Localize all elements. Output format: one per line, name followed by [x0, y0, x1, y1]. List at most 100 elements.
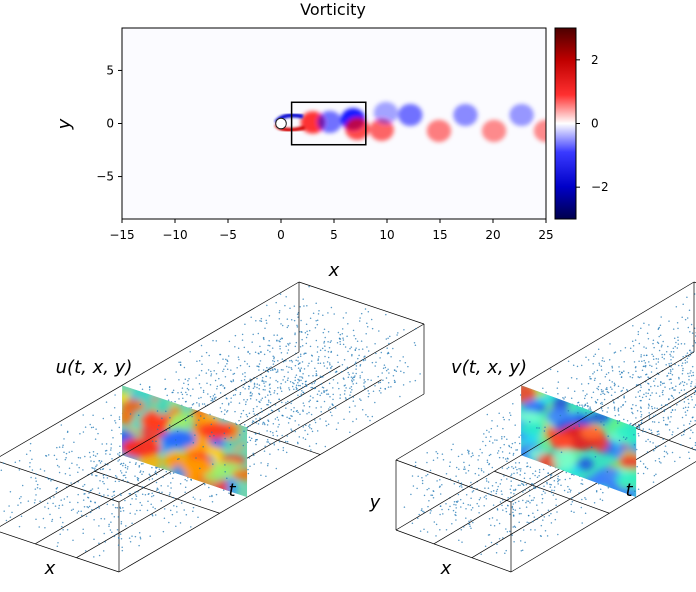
scatter-point — [102, 474, 105, 477]
scatter-point — [645, 440, 647, 442]
scatter-point — [286, 435, 289, 437]
scatter-point — [652, 339, 655, 342]
scatter-point — [641, 396, 644, 399]
scatter-point — [267, 349, 269, 352]
scatter-point — [126, 480, 129, 483]
scatter-point — [215, 396, 217, 398]
scatter-point — [613, 352, 616, 354]
scatter-point — [308, 329, 311, 332]
scatter-point — [501, 436, 503, 438]
scatter-point — [600, 365, 603, 368]
x-axis-ticks: −15 −10 −5 0 5 10 15 20 25 — [109, 219, 554, 242]
scatter-point — [252, 420, 255, 423]
scatter-point — [72, 508, 74, 510]
scatter-point — [441, 508, 443, 511]
scatter-point — [556, 387, 559, 389]
scatter-point — [314, 327, 317, 329]
scatter-point — [652, 481, 655, 483]
scatter-point — [512, 514, 515, 516]
scatter-point — [367, 390, 369, 392]
x-axis-label: x — [328, 260, 340, 281]
scatter-point — [243, 346, 246, 349]
scatter-point — [465, 494, 468, 496]
scatter-point — [598, 362, 600, 364]
scatter-point — [178, 398, 180, 400]
scatter-point — [84, 550, 87, 552]
scatter-point — [98, 542, 100, 545]
scatter-point — [163, 508, 166, 510]
scatter-point — [62, 444, 64, 446]
scatter-point — [659, 384, 662, 386]
scatter-point — [573, 390, 576, 393]
scatter-point — [632, 344, 635, 347]
scatter-point — [339, 343, 342, 346]
scatter-point — [659, 324, 662, 327]
scatter-point — [677, 339, 679, 342]
scatter-point — [541, 497, 544, 500]
scatter-point — [350, 346, 353, 348]
scatter-point — [414, 328, 417, 330]
scatter-point — [99, 468, 102, 471]
scatter-point — [509, 414, 512, 417]
scatter-point — [663, 353, 666, 356]
x-tick-label: 10 — [379, 228, 394, 242]
scatter-point — [520, 468, 522, 470]
scatter-point — [168, 424, 171, 426]
scatter-point — [70, 482, 72, 484]
scatter-point — [168, 493, 171, 496]
scatter-point — [543, 430, 546, 432]
colorbar — [554, 27, 577, 220]
scatter-point — [658, 433, 660, 435]
scatter-point — [423, 511, 425, 513]
scatter-point — [512, 489, 515, 491]
scatter-point — [592, 391, 595, 393]
scatter-point — [328, 382, 331, 385]
scatter-point — [256, 386, 258, 389]
scatter-point — [468, 464, 471, 467]
scatter-point — [532, 512, 534, 515]
scatter-point — [136, 478, 139, 481]
scatter-point — [502, 427, 504, 430]
scatter-point — [318, 390, 320, 392]
scatter-point — [91, 488, 94, 490]
scatter-point — [60, 424, 63, 426]
scatter-point — [356, 340, 359, 343]
scatter-point — [286, 352, 289, 354]
scatter-point — [486, 429, 488, 432]
scatter-point — [250, 316, 252, 318]
scatter-point — [538, 427, 540, 429]
scatter-point — [53, 454, 56, 457]
scatter-point — [490, 541, 493, 544]
scatter-point — [493, 525, 496, 527]
scatter-point — [313, 382, 316, 384]
scatter-point — [439, 513, 441, 516]
scatter-point — [212, 463, 214, 465]
scatter-point — [468, 523, 471, 525]
scatter-point — [642, 365, 645, 368]
scatter-point — [332, 387, 334, 389]
scatter-point — [547, 472, 549, 474]
scatter-point — [258, 384, 261, 386]
scatter-point — [243, 398, 245, 401]
scatter-point — [667, 345, 669, 348]
scatter-point — [261, 379, 264, 381]
scatter-point — [301, 361, 304, 363]
scatter-point — [352, 376, 355, 379]
scatter-point — [266, 304, 268, 307]
scatter-point — [316, 374, 318, 376]
scatter-point — [93, 460, 95, 463]
scatter-point — [671, 451, 674, 454]
scatter-point — [677, 364, 680, 367]
scatter-point — [678, 376, 680, 379]
scatter-point — [465, 517, 467, 519]
scatter-point — [258, 369, 260, 371]
scatter-point — [299, 331, 301, 333]
scatter-point — [643, 322, 645, 324]
scatter-point — [522, 483, 524, 486]
scatter-point — [171, 513, 174, 516]
scatter-point — [118, 480, 120, 482]
positive-vortex — [481, 119, 507, 143]
scatter-point — [645, 395, 647, 398]
scatter-point — [228, 492, 230, 494]
scatter-point — [344, 346, 347, 348]
